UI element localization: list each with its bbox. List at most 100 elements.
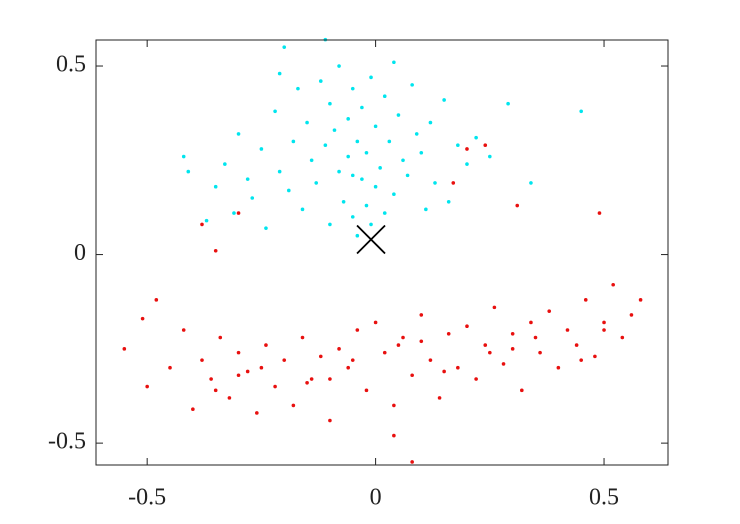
point xyxy=(227,396,232,400)
point xyxy=(305,380,309,385)
point xyxy=(446,331,451,336)
point xyxy=(337,64,341,68)
point xyxy=(442,98,446,102)
point xyxy=(488,154,492,159)
point xyxy=(538,350,542,355)
point xyxy=(140,316,145,321)
point xyxy=(387,139,392,144)
point xyxy=(122,347,127,351)
point xyxy=(465,324,469,329)
point xyxy=(264,343,268,347)
point xyxy=(259,147,264,151)
point xyxy=(355,139,360,144)
point xyxy=(369,75,373,80)
point xyxy=(565,328,570,332)
point xyxy=(236,211,241,215)
point xyxy=(213,249,218,253)
point xyxy=(364,388,369,393)
point xyxy=(277,169,282,174)
point xyxy=(451,181,456,185)
point xyxy=(273,384,277,389)
plot-area xyxy=(96,40,668,465)
point xyxy=(392,403,396,408)
x-tick-label: 0 xyxy=(370,485,382,511)
point xyxy=(259,365,264,370)
point xyxy=(318,354,323,359)
point xyxy=(273,109,277,114)
point xyxy=(382,350,387,355)
point xyxy=(579,358,583,362)
point xyxy=(223,162,227,166)
point xyxy=(428,120,433,125)
point xyxy=(200,358,204,362)
point xyxy=(401,335,405,340)
point xyxy=(465,162,469,166)
plot-frame xyxy=(95,39,669,466)
point xyxy=(419,313,424,317)
point xyxy=(300,207,305,212)
point xyxy=(360,177,364,181)
point xyxy=(346,154,350,159)
point xyxy=(506,101,510,106)
point xyxy=(213,184,218,189)
point xyxy=(396,113,401,117)
point xyxy=(364,203,369,208)
point xyxy=(213,388,218,393)
point xyxy=(405,173,410,178)
point xyxy=(373,184,378,189)
y-tick-label: 0.5 xyxy=(56,52,86,78)
point xyxy=(369,222,373,227)
point xyxy=(300,335,305,340)
point xyxy=(245,177,250,181)
point xyxy=(309,158,314,163)
point xyxy=(579,109,583,114)
point xyxy=(533,335,538,340)
point xyxy=(602,328,606,332)
point xyxy=(483,143,488,148)
point xyxy=(611,282,615,287)
point xyxy=(396,343,401,347)
point xyxy=(529,320,533,325)
point xyxy=(250,196,255,200)
point xyxy=(382,94,387,98)
point xyxy=(204,218,209,223)
point xyxy=(323,143,328,148)
point xyxy=(593,354,597,359)
point xyxy=(465,147,469,151)
point xyxy=(296,86,300,91)
point xyxy=(510,347,515,351)
point xyxy=(392,192,396,197)
point xyxy=(583,298,588,302)
point xyxy=(373,124,378,129)
point xyxy=(291,139,296,144)
point xyxy=(414,132,419,136)
point xyxy=(318,79,323,83)
point xyxy=(332,128,337,132)
point xyxy=(282,45,287,49)
x-marker xyxy=(356,224,386,255)
point xyxy=(232,211,236,215)
point xyxy=(346,365,350,370)
point xyxy=(556,365,561,370)
point xyxy=(181,328,186,332)
point xyxy=(286,188,291,193)
point xyxy=(456,143,460,148)
point xyxy=(350,215,355,219)
point xyxy=(501,362,506,366)
point xyxy=(492,305,497,310)
point xyxy=(337,347,341,351)
point xyxy=(410,83,414,87)
point xyxy=(191,407,195,411)
point xyxy=(382,211,387,215)
point xyxy=(360,105,364,110)
point xyxy=(638,298,643,302)
point xyxy=(328,101,332,106)
point xyxy=(355,233,360,238)
point xyxy=(350,173,355,178)
point xyxy=(515,203,520,208)
point xyxy=(392,60,396,65)
point xyxy=(314,181,319,185)
point xyxy=(282,358,287,362)
point xyxy=(520,388,524,393)
